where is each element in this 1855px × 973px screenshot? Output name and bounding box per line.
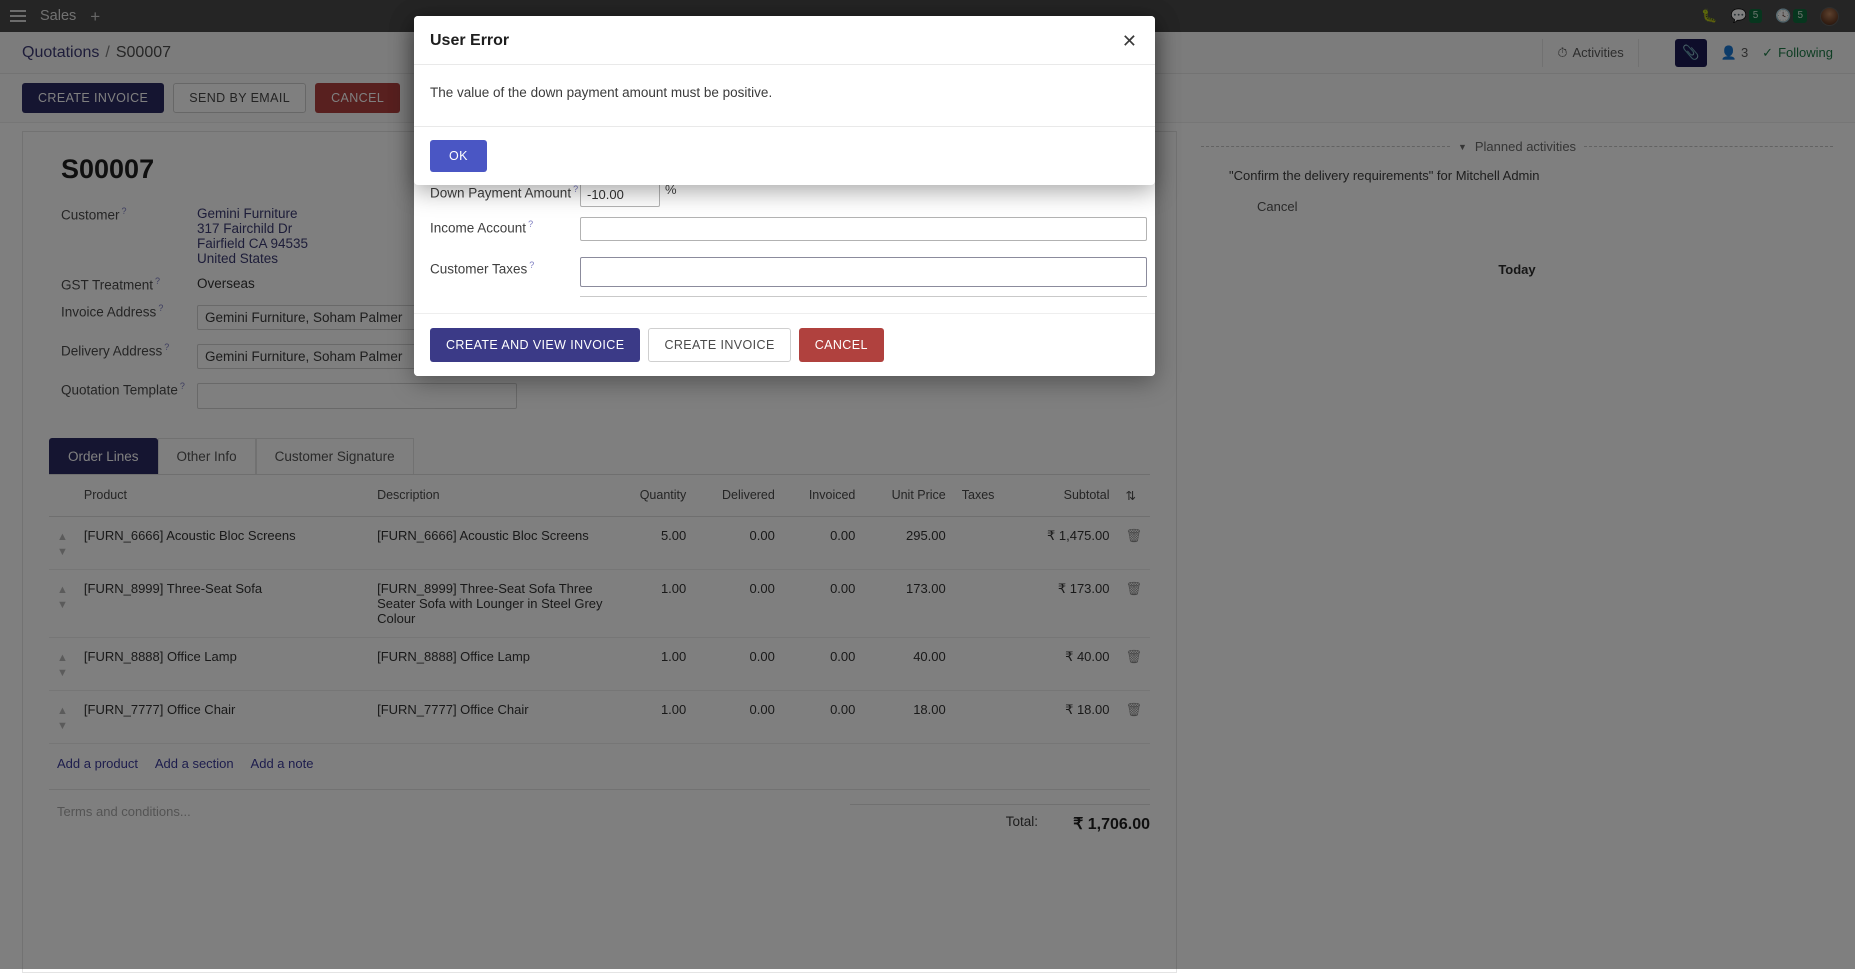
error-dialog-header: User Error ✕ [414, 16, 1155, 65]
help-icon: ? [528, 219, 533, 229]
wizard-create-invoice-button[interactable]: CREATE INVOICE [648, 328, 790, 362]
customer-taxes-input[interactable] [580, 257, 1147, 287]
wizard-footer: CREATE AND VIEW INVOICE CREATE INVOICE C… [414, 313, 1155, 376]
create-and-view-invoice-button[interactable]: CREATE AND VIEW INVOICE [430, 328, 640, 362]
income-account-label: Income Account? [430, 212, 580, 246]
error-dialog-message: The value of the down payment amount mus… [414, 65, 1155, 127]
user-error-dialog: User Error ✕ The value of the down payme… [414, 16, 1155, 185]
close-icon[interactable]: ✕ [1122, 32, 1137, 50]
error-dialog-title: User Error [430, 32, 509, 50]
wizard-cancel-button[interactable]: CANCEL [799, 328, 884, 362]
customer-taxes-underline [580, 287, 1147, 297]
help-icon: ? [573, 184, 578, 194]
customer-taxes-label: Customer Taxes? [430, 246, 580, 302]
ok-button[interactable]: OK [430, 140, 487, 172]
income-account-input[interactable] [580, 217, 1147, 241]
down-payment-amount-input[interactable] [580, 182, 660, 207]
help-icon: ? [529, 260, 534, 270]
error-dialog-footer: OK [414, 127, 1155, 185]
